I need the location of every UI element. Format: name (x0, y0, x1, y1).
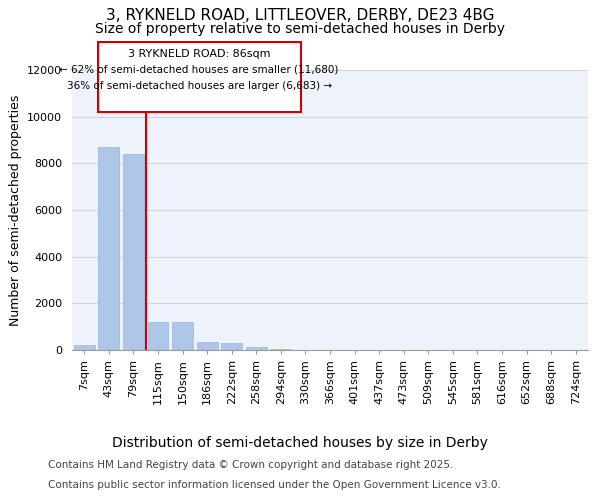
Bar (74, 344, 95, 350)
Text: Distribution of semi-detached houses by size in Derby: Distribution of semi-detached houses by … (112, 436, 488, 450)
Y-axis label: Number of semi-detached properties: Number of semi-detached properties (8, 94, 22, 326)
Text: 3, RYKNELD ROAD, LITTLEOVER, DERBY, DE23 4BG: 3, RYKNELD ROAD, LITTLEOVER, DERBY, DE23… (106, 8, 494, 22)
Bar (221, 342, 242, 350)
Bar (197, 342, 218, 350)
Bar (123, 154, 144, 350)
Bar (98, 42, 301, 112)
Text: Contains HM Land Registry data © Crown copyright and database right 2025.: Contains HM Land Registry data © Crown c… (48, 460, 454, 470)
Bar (172, 322, 193, 350)
Text: Size of property relative to semi-detached houses in Derby: Size of property relative to semi-detach… (95, 22, 505, 36)
Text: 3 RYKNELD ROAD: 86sqm: 3 RYKNELD ROAD: 86sqm (128, 48, 271, 58)
Bar (148, 322, 169, 350)
Text: Contains public sector information licensed under the Open Government Licence v3: Contains public sector information licen… (48, 480, 501, 490)
Bar (271, 349, 292, 350)
Bar (246, 348, 267, 350)
Bar (98, 148, 119, 350)
Text: ← 62% of semi-detached houses are smaller (11,680): ← 62% of semi-detached houses are smalle… (59, 65, 339, 75)
Text: 36% of semi-detached houses are larger (6,683) →: 36% of semi-detached houses are larger (… (67, 82, 332, 92)
